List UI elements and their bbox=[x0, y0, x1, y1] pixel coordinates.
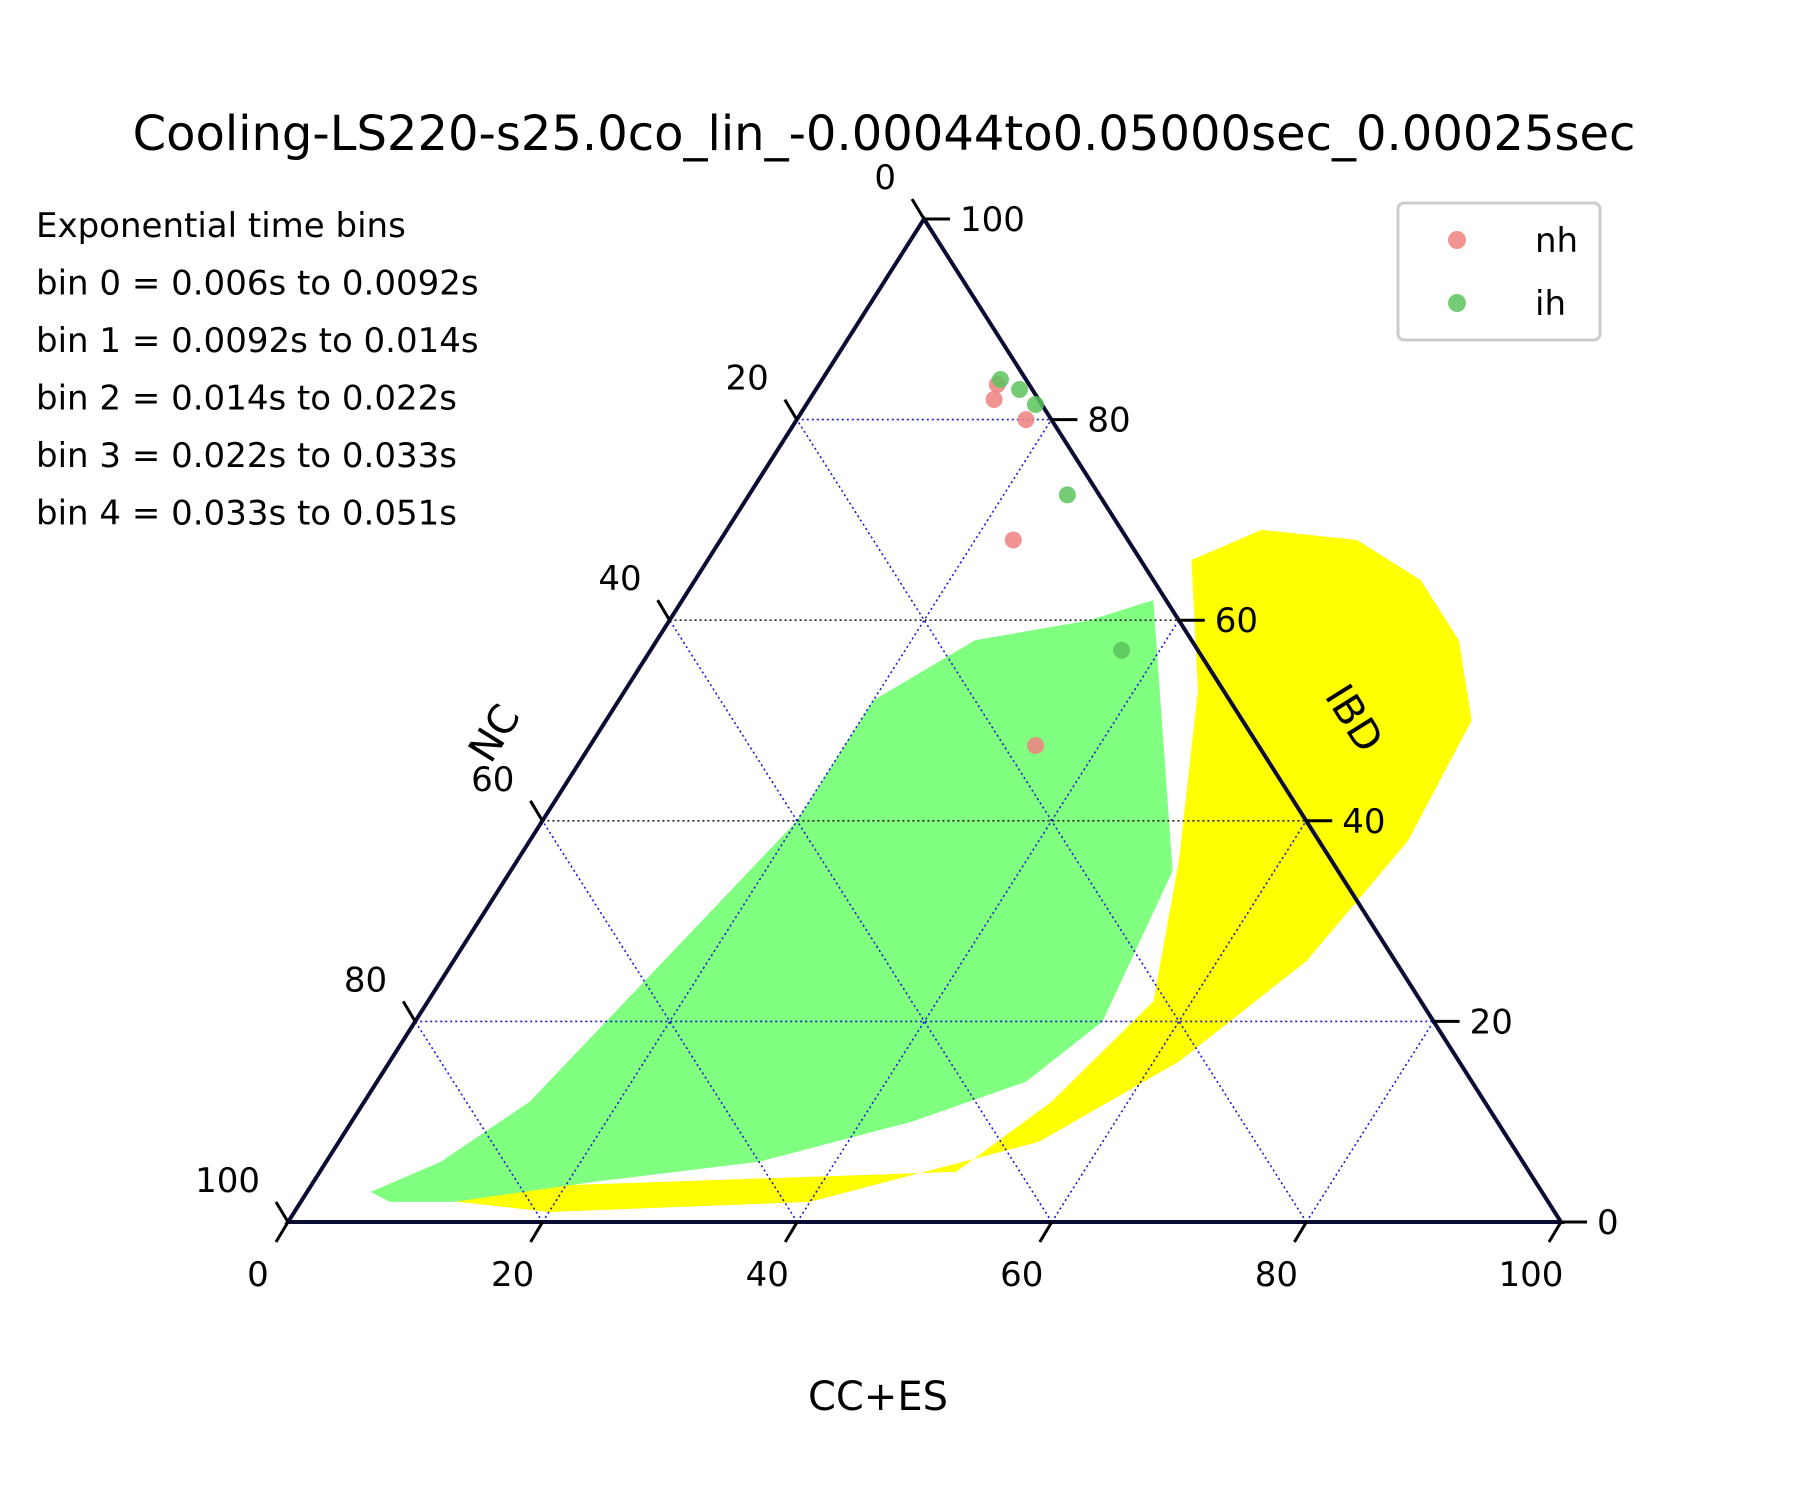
left-tick-label: 60 bbox=[471, 760, 514, 800]
legend: nh ih bbox=[1396, 201, 1602, 342]
grid-line-nc-60 bbox=[541, 820, 798, 1223]
right-tick-label: 40 bbox=[1342, 802, 1385, 842]
grid-layer bbox=[414, 418, 1435, 1223]
point-nh-1 bbox=[985, 391, 1003, 409]
point-ih-3 bbox=[1058, 486, 1076, 504]
tick-layer: 0 0 0 20 20 20 40 40 40 60 60 60 80 80 80 100 100 100 bbox=[195, 158, 1619, 1295]
point-ih-2 bbox=[1026, 396, 1044, 414]
point-ih-0 bbox=[991, 370, 1009, 388]
bottom-tick-label: 40 bbox=[746, 1255, 789, 1295]
right-tick-label: 100 bbox=[960, 200, 1025, 240]
point-nh-2 bbox=[1017, 411, 1035, 429]
grid-line-nc-40 bbox=[668, 619, 1053, 1223]
legend-marker-ih bbox=[1448, 294, 1466, 312]
annotation-bin-3: bin 3 = 0.022s to 0.033s bbox=[36, 436, 457, 476]
right-tick-label: 60 bbox=[1215, 601, 1258, 641]
point-layer bbox=[985, 370, 1131, 755]
region-0 bbox=[370, 529, 1472, 1212]
annotation-header: Exponential time bins bbox=[36, 206, 406, 246]
region-1 bbox=[370, 600, 1173, 1202]
region-layer bbox=[370, 529, 1472, 1212]
right-tick-label: 20 bbox=[1470, 1002, 1513, 1042]
bottom-tick-label: 80 bbox=[1255, 1255, 1298, 1295]
bottom-axis-label: CC+ES bbox=[808, 1374, 948, 1420]
annotation-bin-2: bin 2 = 0.014s to 0.022s bbox=[36, 379, 457, 419]
point-ih-1 bbox=[1011, 381, 1029, 399]
left-tick-label: 80 bbox=[344, 960, 387, 1000]
bottom-tick-label: 20 bbox=[491, 1255, 534, 1295]
bottom-tick-label: 60 bbox=[1000, 1255, 1043, 1295]
annotation-bin-0: bin 0 = 0.006s to 0.0092s bbox=[36, 264, 479, 304]
grid-line-cc-40 bbox=[796, 619, 1180, 1223]
right-tick-label: 0 bbox=[1597, 1203, 1619, 1243]
left-tick-label: 100 bbox=[195, 1161, 260, 1201]
point-nh-4 bbox=[1027, 737, 1045, 755]
triangle-frame bbox=[284, 215, 1565, 1224]
bottom-tick-label: 0 bbox=[247, 1255, 269, 1295]
right-tick-label: 80 bbox=[1087, 401, 1130, 441]
annotation-bin-4: bin 4 = 0.033s to 0.051s bbox=[36, 494, 457, 534]
legend-label-ih: ih bbox=[1535, 284, 1566, 324]
legend-label-nh: nh bbox=[1535, 221, 1578, 261]
point-ih-4 bbox=[1113, 641, 1131, 659]
time-bin-annotations: Exponential time bins bin 0 = 0.006s to 0… bbox=[36, 206, 479, 534]
left-tick-label: 0 bbox=[874, 158, 896, 198]
chart-title: Cooling-LS220-s25.0co_lin_-0.00044to0.05… bbox=[133, 106, 1636, 162]
annotation-bin-1: bin 1 = 0.0092s to 0.014s bbox=[36, 321, 479, 361]
bottom-tick-label: 100 bbox=[1499, 1255, 1564, 1295]
grid-line-cc-60 bbox=[1051, 820, 1307, 1223]
left-tick-label: 40 bbox=[598, 559, 641, 599]
point-nh-3 bbox=[1004, 531, 1022, 549]
grid-line-cc-80 bbox=[1305, 1020, 1435, 1223]
triangle-outline bbox=[284, 215, 1565, 1224]
legend-marker-nh bbox=[1448, 231, 1466, 249]
left-tick-label: 20 bbox=[726, 359, 769, 399]
